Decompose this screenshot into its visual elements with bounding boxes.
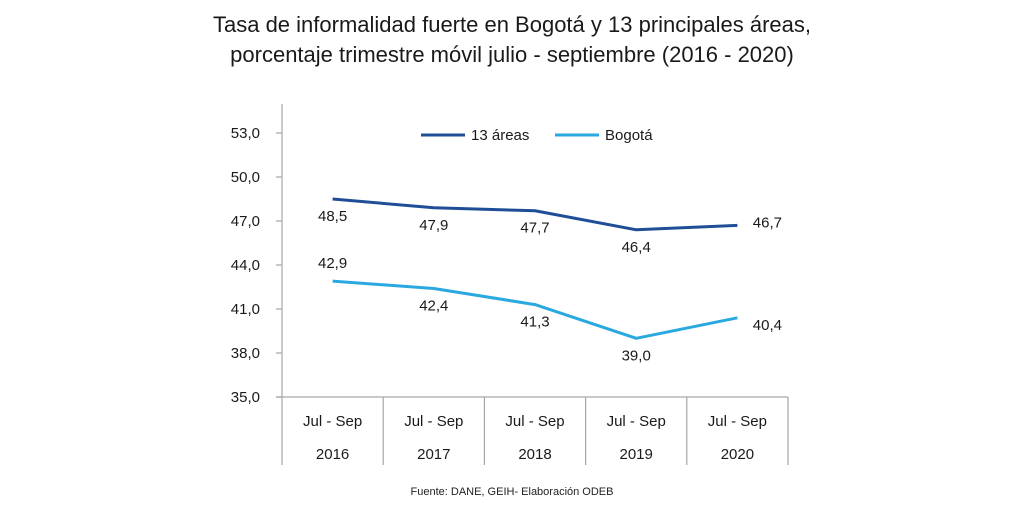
x-category-period-label: Jul - Sep [505, 413, 564, 430]
x-category-period-label: Jul - Sep [607, 413, 666, 430]
data-label: 42,4 [419, 297, 448, 314]
legend-label: Bogotá [605, 127, 653, 144]
x-category-year-label: 2016 [316, 446, 349, 463]
y-tick-label: 50,0 [231, 169, 260, 186]
x-category-period-label: Jul - Sep [404, 413, 463, 430]
y-tick-label: 35,0 [231, 389, 260, 406]
y-tick-label: 53,0 [231, 125, 260, 142]
data-label: 47,9 [419, 217, 448, 234]
legend-label: 13 áreas [471, 127, 529, 144]
y-tick-label: 38,0 [231, 345, 260, 362]
x-category-year-label: 2018 [518, 446, 551, 463]
chart-title: Tasa de informalidad fuerte en Bogotá y … [0, 10, 1024, 70]
data-label: 48,5 [318, 208, 347, 225]
chart-subtitle: porcentaje trimestre móvil julio - septi… [230, 42, 794, 67]
legend: 13 áreas Bogotá [421, 127, 653, 144]
x-category-year-label: 2019 [620, 446, 653, 463]
axes: 35,0 38,0 41,0 44,0 47,0 50,0 53,0 Jul - Sep 201… [231, 104, 789, 465]
series-line-13-areas [332, 197, 738, 232]
data-label: 47,7 [520, 220, 549, 237]
x-category-year-label: 2020 [721, 446, 754, 463]
data-label: 46,7 [753, 214, 782, 231]
data-label: 39,0 [622, 347, 651, 364]
series-line-bogota [332, 279, 738, 340]
chart-title-line1: Tasa de informalidad fuerte en Bogotá y … [212, 12, 812, 37]
y-tick-label: 41,0 [231, 301, 260, 318]
x-category-period-label: Jul - Sep [303, 413, 362, 430]
data-label: 46,4 [622, 239, 651, 256]
series-lines [332, 197, 738, 340]
data-label: 42,9 [318, 255, 347, 272]
data-label: 41,3 [520, 314, 549, 331]
data-label: 40,4 [753, 317, 782, 334]
y-tick-label: 47,0 [231, 213, 260, 230]
x-category-year-label: 2017 [417, 446, 450, 463]
x-category-period-label: Jul - Sep [708, 413, 767, 430]
data-labels: 48,5 47,9 47,7 46,4 46,7 42,9 42,4 41,3 39,0 40,4 [318, 208, 782, 364]
source-note: Fuente: DANE, GEIH- Elaboración ODEB [410, 486, 614, 498]
y-tick-label: 44,0 [231, 257, 260, 274]
